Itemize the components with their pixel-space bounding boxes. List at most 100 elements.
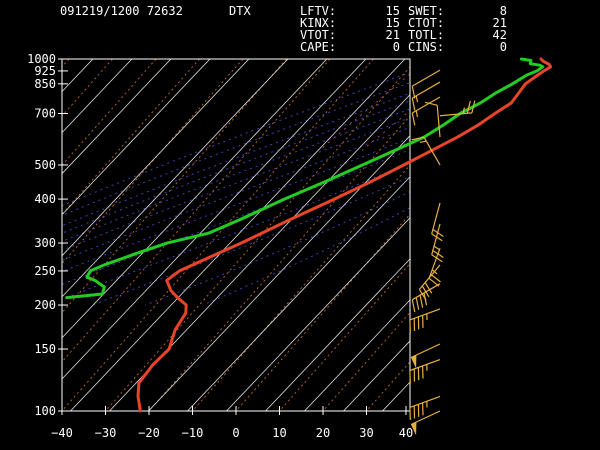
isotherm-line	[235, 213, 410, 411]
index-value-swet: 8	[499, 4, 507, 18]
temperature-label: −30	[95, 426, 117, 440]
dry-adiabat-line	[62, 59, 172, 175]
isotherm-line	[62, 59, 331, 363]
index-label-totl: TOTL:	[408, 28, 445, 42]
wind-barb	[409, 308, 441, 333]
isotherm-line	[62, 59, 114, 117]
temperature-label: 0	[232, 426, 239, 440]
temperature-label: 20	[316, 426, 330, 440]
index-value-cins: 0	[499, 40, 507, 54]
wind-barb	[411, 81, 441, 111]
dry-adiabat-line	[62, 59, 133, 134]
mixing-ratio-line	[447, 52, 573, 151]
index-value-vtot: 21	[385, 28, 400, 42]
wind-barb	[428, 248, 441, 287]
moist-adiabat	[62, 126, 410, 261]
isotherm-line	[191, 164, 410, 411]
dry-adiabat-line	[62, 59, 250, 257]
wind-barb	[411, 136, 441, 166]
moist-adiabat	[62, 72, 410, 207]
index-value-lftv: 15	[385, 4, 400, 18]
pressure-label: 700	[34, 107, 56, 121]
moist-adiabat	[202, 207, 410, 306]
wind-barb	[411, 283, 441, 313]
index-value-kinx: 15	[385, 16, 400, 30]
isotherm-line	[439, 52, 600, 428]
index-label-cape: CAPE:	[300, 40, 337, 54]
index-label-kinx: KINX:	[300, 16, 337, 30]
index-value-cape: 0	[392, 40, 400, 54]
isotherm-line	[62, 59, 201, 216]
moist-adiabat	[62, 108, 410, 242]
station-date-label: 091219/1200 72632	[60, 4, 183, 18]
station-id-label: DTX	[229, 4, 251, 18]
moist-adiabat	[62, 82, 410, 216]
pressure-label: 300	[34, 236, 56, 250]
isotherm-line	[62, 59, 244, 265]
dry-adiabat-line	[303, 299, 410, 411]
pressure-label: 250	[34, 264, 56, 278]
dry-adiabat-line	[69, 59, 406, 411]
pressure-label: 850	[34, 77, 56, 91]
mixing-ratio-line	[319, 73, 410, 151]
index-value-ctot: 21	[492, 16, 507, 30]
wind-barb	[410, 343, 441, 369]
pressure-label: 925	[34, 64, 56, 78]
dry-adiabat-line	[568, 21, 600, 421]
wind-barb	[431, 223, 444, 263]
isotherm-line	[483, 52, 600, 428]
wind-barb	[409, 358, 441, 384]
dry-adiabat-line	[186, 176, 410, 411]
isotherm-line	[0, 52, 32, 428]
dry-adiabat-line	[62, 59, 367, 380]
index-label-swet: SWET:	[408, 4, 445, 18]
isotherm-line	[104, 66, 410, 411]
pressure-label: 150	[34, 342, 56, 356]
temperature-label: 10	[272, 426, 286, 440]
wind-barb	[431, 202, 444, 242]
index-label-ctot: CTOT:	[408, 16, 445, 30]
isotherm-line	[62, 59, 288, 314]
isotherm-line	[62, 59, 375, 411]
moist-adiabat	[62, 161, 410, 300]
temperature-label: −20	[138, 426, 160, 440]
index-label-vtot: VTOT:	[300, 28, 337, 42]
dry-adiabat-line	[62, 59, 328, 339]
dry-adiabat-line	[412, 21, 600, 421]
moist-adiabat	[62, 100, 410, 234]
wind-barb	[411, 69, 441, 99]
temperature-label: 30	[359, 426, 373, 440]
wind-barb	[411, 96, 441, 126]
temperature-label: −40	[51, 426, 73, 440]
pressure-label: 500	[34, 158, 56, 172]
dry-adiabat-line	[264, 258, 410, 411]
temperature-label: −10	[182, 426, 204, 440]
pressure-label: 200	[34, 298, 56, 312]
isotherm-line	[148, 115, 410, 411]
dry-adiabat-line	[62, 59, 94, 93]
wind-barb	[409, 395, 441, 421]
dewpoint-profile	[65, 57, 545, 300]
temperature-label: 40	[399, 426, 413, 440]
background-grid	[0, 21, 600, 428]
dry-adiabat-line	[62, 59, 289, 298]
index-label-lftv: LFTV:	[300, 4, 337, 18]
isotherm-line	[322, 311, 410, 411]
dry-adiabat-line	[451, 21, 600, 421]
dry-adiabat-line	[225, 217, 410, 411]
isotherm-line	[409, 410, 410, 411]
plot-frame	[61, 58, 411, 412]
index-label-cins: CINS:	[408, 40, 445, 54]
isotherm-line	[62, 59, 157, 166]
wind-barb	[418, 264, 441, 301]
index-value-totl: 42	[492, 28, 507, 42]
wind-barb	[439, 100, 476, 117]
dry-adiabat-line	[490, 21, 600, 421]
mixing-ratio-line	[419, 52, 543, 151]
wind-barb	[424, 101, 441, 138]
wind-barb	[410, 410, 441, 436]
mixing-ratio-line	[475, 52, 600, 151]
sounding-header: 091219/1200 72632 DTX LFTV: KINX: VTOT: …	[0, 0, 600, 56]
pressure-label: 1000	[27, 52, 56, 66]
pressure-label: 400	[34, 192, 56, 206]
